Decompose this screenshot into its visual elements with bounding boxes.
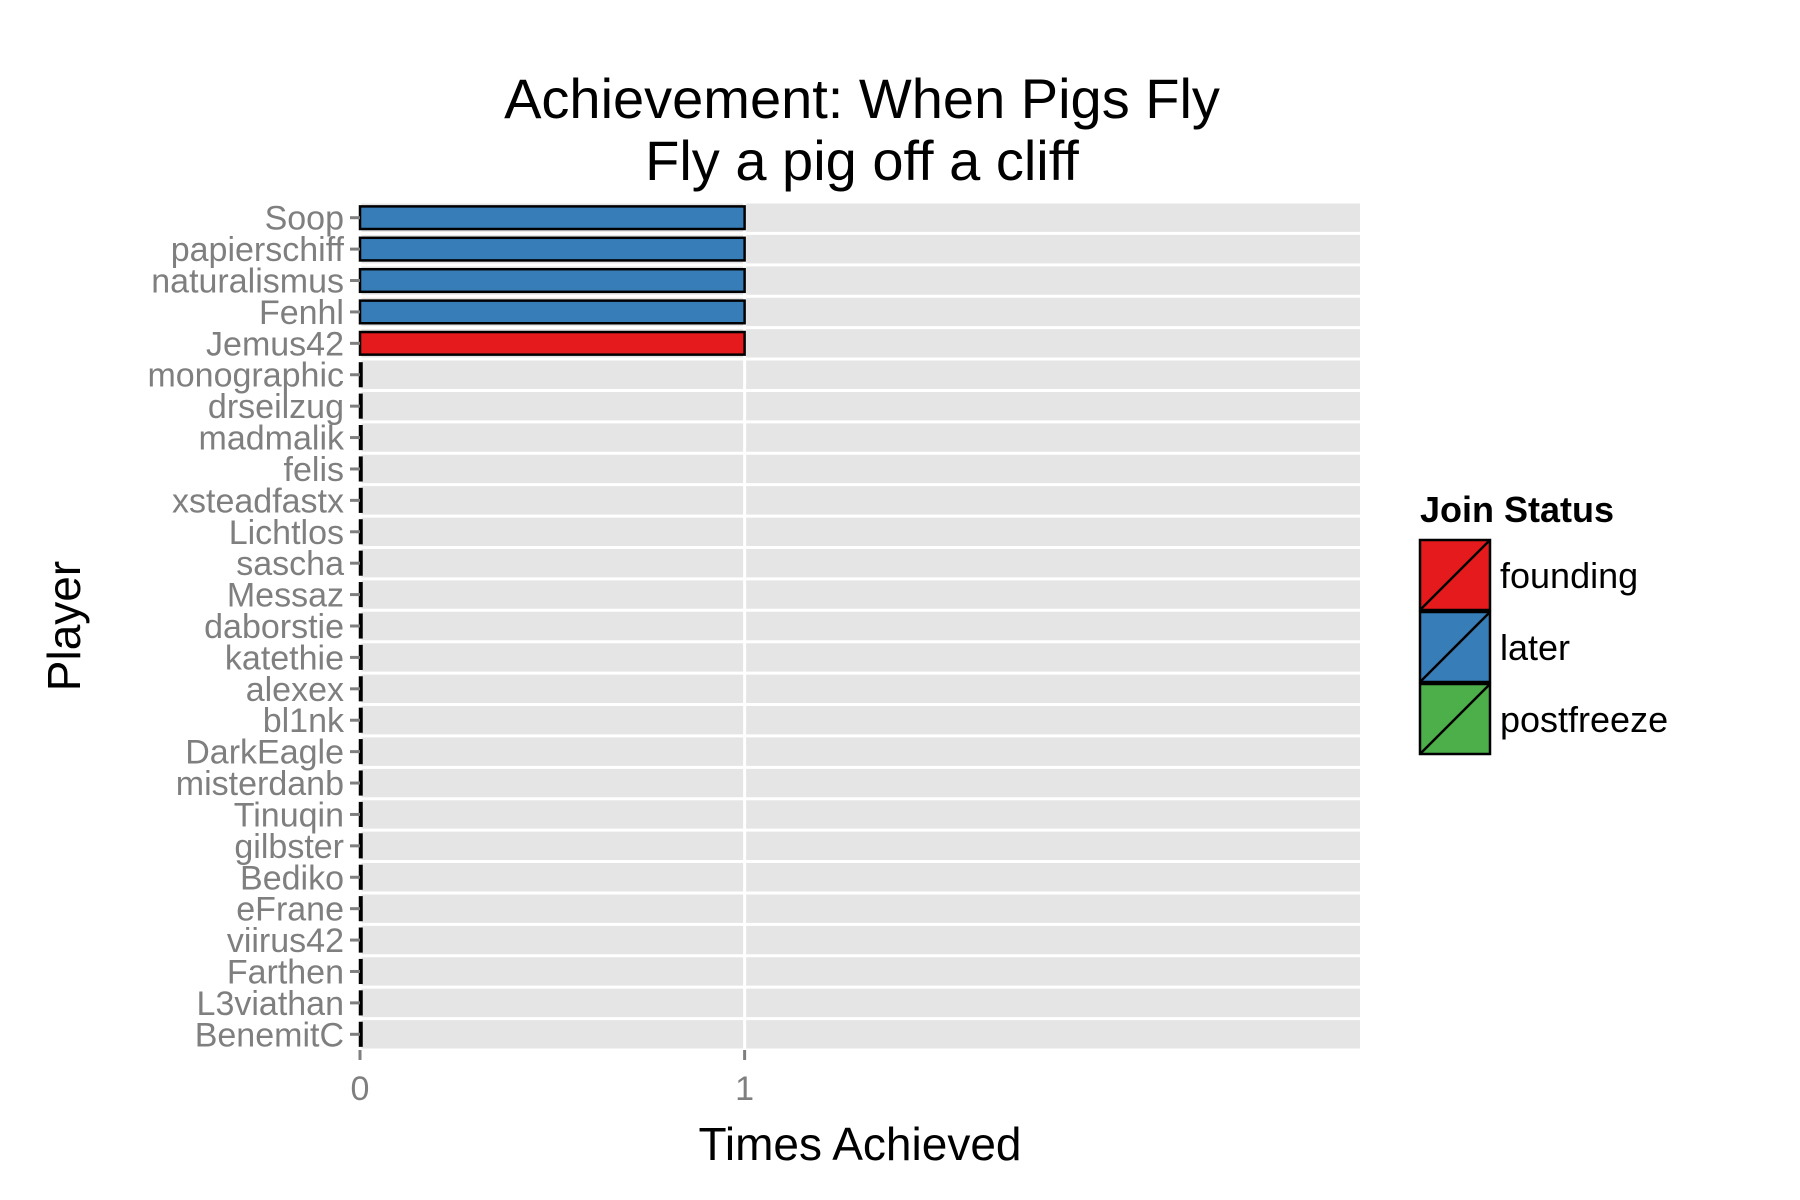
bar-papierschiff [358, 236, 746, 262]
y-tick-label: eFrane [236, 891, 344, 929]
y-tick-label: drseilzug [208, 388, 344, 426]
y-tick-label: madmalik [199, 420, 345, 458]
bar-eFrane [358, 896, 363, 922]
legend-label-later: later [1500, 627, 1570, 668]
bar-sascha [358, 550, 363, 576]
legend: Join Status founding later postfreeze [1418, 489, 1668, 756]
bar-xsteadfastx [358, 487, 363, 513]
bar-Lichtlos [358, 519, 363, 545]
y-tick-label: viirus42 [227, 922, 344, 960]
legend-label-postfreeze: postfreeze [1500, 699, 1668, 740]
y-tick-label: monographic [147, 357, 344, 395]
y-tick-label: L3viathan [197, 985, 344, 1023]
bar-L3viathan [358, 990, 363, 1016]
bar-Messaz [358, 582, 363, 608]
y-tick-label: felis [284, 451, 344, 489]
legend-key-slash [1419, 611, 1491, 683]
y-axis-title: Player [38, 561, 90, 691]
bar-naturalismus [358, 267, 746, 294]
y-tick-label: alexex [246, 671, 344, 709]
x-tick-label: 0 [351, 1070, 370, 1108]
y-tick-label: naturalismus [151, 263, 344, 301]
y-tick-label: BenemitC [195, 1016, 344, 1054]
bar-gilbster [358, 833, 363, 859]
y-tick-label: Messaz [227, 577, 344, 615]
legend-key-slash [1419, 539, 1491, 611]
bar-alexex [358, 676, 363, 702]
bar-viirus42 [358, 927, 363, 953]
legend-label-founding: founding [1500, 555, 1638, 596]
y-tick-label: daborstie [204, 608, 344, 646]
y-tick-label: papierschiff [171, 231, 345, 269]
y-tick-label: Tinuqin [234, 796, 344, 834]
bar-daborstie [358, 613, 363, 639]
y-tick-label: Bediko [240, 859, 344, 897]
y-tick-label: sascha [236, 545, 344, 583]
y-tick-label: Fenhl [259, 294, 344, 332]
legend-key-slash [1419, 683, 1491, 755]
bar-misterdanb [358, 770, 363, 796]
y-tick-label: xsteadfastx [172, 482, 344, 520]
bar-katethie [358, 644, 363, 670]
x-tick-label: 1 [735, 1070, 754, 1108]
bar-madmalik [358, 424, 363, 451]
bar-Bediko [358, 864, 363, 890]
bar-drseilzug [358, 393, 363, 419]
bar-felis [358, 456, 363, 482]
bar-Soop [358, 205, 746, 231]
x-axis-title: Times Achieved [699, 1118, 1022, 1170]
bar-Jemus42 [358, 330, 746, 356]
y-tick-label: Farthen [227, 953, 344, 991]
bar-Farthen [358, 958, 363, 985]
bar-DarkEagle [358, 739, 363, 765]
chart-subtitle: Fly a pig off a cliff [645, 129, 1079, 192]
y-tick-label: katethie [225, 639, 344, 677]
chart-title: Achievement: When Pigs Fly [504, 67, 1220, 130]
bar-bl1nk [358, 707, 363, 733]
legend-title: Join Status [1420, 489, 1614, 530]
y-tick-label: Lichtlos [229, 514, 344, 552]
y-tick-label: bl1nk [263, 702, 345, 740]
bar-Fenhl [358, 299, 746, 325]
bar-monographic [358, 362, 363, 388]
plot-panel [360, 202, 1360, 1050]
y-tick-label: misterdanb [176, 765, 344, 803]
y-tick-label: Jemus42 [206, 325, 344, 363]
bar-Tinuqin [358, 801, 363, 828]
y-axis: SooppapierschiffnaturalismusFenhlJemus42… [147, 200, 360, 1054]
y-tick-label: Soop [265, 200, 344, 238]
y-tick-label: gilbster [234, 828, 344, 866]
bar-BenemitC [358, 1021, 363, 1047]
y-tick-label: DarkEagle [185, 734, 344, 772]
